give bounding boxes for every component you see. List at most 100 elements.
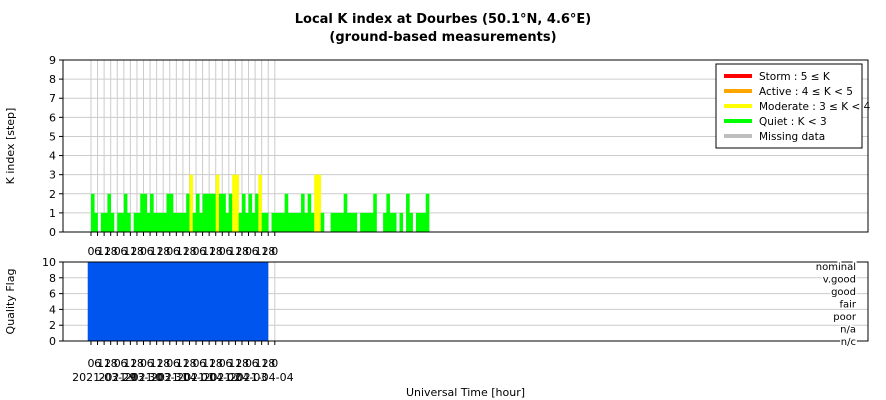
kindex-bar bbox=[258, 174, 262, 232]
kindex-x-tick-label: 0 bbox=[245, 245, 252, 258]
kindex-x-tick-label: 18 bbox=[261, 245, 275, 258]
kindex-bar bbox=[156, 212, 161, 232]
kindex-bar bbox=[347, 212, 351, 232]
kindex-bar bbox=[274, 212, 279, 232]
quality-x-tick-label: 0 bbox=[245, 357, 252, 370]
kindex-y-tick-label: 7 bbox=[49, 92, 56, 105]
kindex-bar bbox=[225, 212, 230, 232]
quality-x-tick-label: 18 bbox=[209, 357, 223, 370]
quality-y-tick-label: 4 bbox=[49, 303, 56, 316]
kindex-bar bbox=[173, 212, 177, 232]
kindex-bar bbox=[425, 193, 430, 232]
kindex-x-tick-label: 0 bbox=[271, 245, 278, 258]
kindex-x-tick-label: 18 bbox=[130, 245, 144, 258]
kindex-x-tick-label: 0 bbox=[166, 245, 173, 258]
kindex-bar bbox=[209, 193, 213, 232]
kindex-y-axis-label: K index [step] bbox=[4, 108, 17, 185]
date-label: 2021-04-03 bbox=[203, 371, 267, 384]
kindex-bar bbox=[255, 193, 259, 232]
quality-x-tick-label: 12 bbox=[255, 357, 269, 370]
kindex-bar bbox=[150, 193, 154, 232]
kindex-bar bbox=[373, 193, 377, 232]
kindex-bar bbox=[261, 212, 266, 232]
kindex-bar bbox=[241, 193, 246, 232]
date-label: 2021-04-02 bbox=[177, 371, 241, 384]
kindex-bar bbox=[294, 212, 299, 232]
x-axis-label: Universal Time [hour] bbox=[406, 386, 525, 399]
kindex-bar bbox=[284, 193, 289, 232]
kindex-bar bbox=[202, 193, 207, 232]
kindex-bar bbox=[314, 174, 318, 232]
kindex-x-tick-label: 18 bbox=[235, 245, 249, 258]
legend-label: Moderate : 3 ≤ K < 4 bbox=[759, 101, 871, 113]
kindex-x-tick-label: 18 bbox=[156, 245, 170, 258]
kindex-bar bbox=[110, 212, 115, 232]
quality-flag-label: n/a bbox=[840, 325, 856, 336]
kindex-x-tick-label: 12 bbox=[176, 245, 190, 258]
quality-flag-label: n/c bbox=[841, 337, 856, 348]
kindex-bar bbox=[281, 212, 285, 232]
kindex-bar bbox=[146, 212, 151, 232]
kindex-bar bbox=[100, 212, 105, 232]
kindex-bar bbox=[399, 212, 404, 232]
quality-flag-label: nominal bbox=[816, 262, 856, 273]
kindex-bar bbox=[159, 212, 164, 232]
kindex-x-tick-label: 0 bbox=[88, 245, 95, 258]
kindex-bar bbox=[248, 193, 253, 232]
quality-y-tick-label: 6 bbox=[49, 288, 56, 301]
kindex-x-tick-label: 18 bbox=[209, 245, 223, 258]
kindex-y-tick-label: 6 bbox=[49, 111, 56, 124]
kindex-bar bbox=[104, 212, 108, 232]
kindex-bar bbox=[179, 212, 184, 232]
kindex-bar bbox=[176, 212, 180, 232]
kindex-bar bbox=[94, 212, 98, 232]
kindex-bar bbox=[343, 193, 348, 232]
kindex-bar bbox=[366, 212, 371, 232]
kindex-x-tick-label: 6 bbox=[225, 245, 232, 258]
kindex-bar bbox=[143, 193, 148, 232]
quality-x-tick-label: 12 bbox=[150, 357, 164, 370]
kindex-bar bbox=[222, 193, 226, 232]
quality-x-tick-label: 18 bbox=[156, 357, 170, 370]
quality-x-tick-label: 12 bbox=[123, 357, 137, 370]
quality-x-tick-label: 6 bbox=[173, 357, 180, 370]
kindex-bar bbox=[278, 212, 282, 232]
kindex-bar bbox=[228, 193, 233, 232]
kindex-x-tick-label: 18 bbox=[182, 245, 196, 258]
legend-label: Quiet : K < 3 bbox=[759, 116, 827, 128]
quality-x-tick-label: 18 bbox=[182, 357, 196, 370]
kindex-bar bbox=[169, 193, 174, 232]
kindex-x-tick-label: 12 bbox=[202, 245, 216, 258]
kindex-bar bbox=[307, 193, 312, 232]
quality-flag-label: v.good bbox=[823, 275, 856, 286]
kindex-bar bbox=[310, 212, 315, 232]
kindex-bar bbox=[392, 212, 397, 232]
kindex-bar bbox=[304, 212, 308, 232]
kindex-x-tick-label: 12 bbox=[228, 245, 242, 258]
kindex-bar bbox=[212, 193, 217, 232]
kindex-bar bbox=[386, 193, 390, 232]
quality-x-tick-label: 0 bbox=[88, 357, 95, 370]
kindex-bar bbox=[120, 212, 125, 232]
kindex-x-tick-label: 6 bbox=[199, 245, 206, 258]
quality-x-tick-label: 6 bbox=[94, 357, 101, 370]
kindex-bar bbox=[287, 212, 292, 232]
kindex-bar bbox=[271, 212, 276, 232]
kindex-bar bbox=[232, 174, 236, 232]
quality-flag-label: poor bbox=[833, 312, 857, 323]
kindex-bar bbox=[389, 212, 394, 232]
kindex-bar bbox=[245, 212, 249, 232]
kindex-bar bbox=[333, 212, 338, 232]
quality-x-tick-label: 18 bbox=[130, 357, 144, 370]
kindex-bar bbox=[140, 193, 144, 232]
quality-fill bbox=[87, 262, 269, 341]
quality-x-tick-label: 6 bbox=[147, 357, 154, 370]
quality-x-tick-label: 0 bbox=[166, 357, 173, 370]
kindex-x-tick-label: 0 bbox=[114, 245, 121, 258]
kindex-bar bbox=[196, 193, 200, 232]
kindex-plot-border bbox=[62, 59, 869, 233]
quality-x-tick-label: 18 bbox=[104, 357, 118, 370]
kindex-y-tick-label: 0 bbox=[49, 226, 56, 239]
quality-plot-border bbox=[62, 261, 869, 342]
kindex-bar bbox=[330, 212, 335, 232]
